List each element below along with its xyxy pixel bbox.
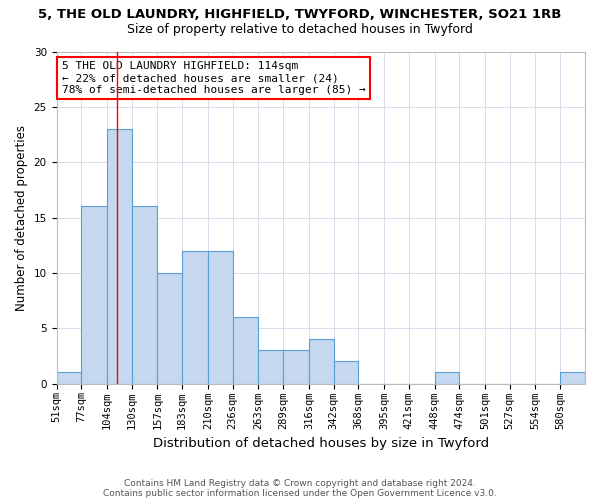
Text: 5 THE OLD LAUNDRY HIGHFIELD: 114sqm
← 22% of detached houses are smaller (24)
78: 5 THE OLD LAUNDRY HIGHFIELD: 114sqm ← 22… [62,62,365,94]
Bar [132,206,157,384]
Bar [283,350,309,384]
Bar [233,317,259,384]
Bar [334,362,358,384]
Bar [157,273,182,384]
Bar [434,372,460,384]
Bar [208,250,233,384]
Text: Contains public sector information licensed under the Open Government Licence v3: Contains public sector information licen… [103,488,497,498]
Text: 5, THE OLD LAUNDRY, HIGHFIELD, TWYFORD, WINCHESTER, SO21 1RB: 5, THE OLD LAUNDRY, HIGHFIELD, TWYFORD, … [38,8,562,20]
Bar [182,250,208,384]
Y-axis label: Number of detached properties: Number of detached properties [15,124,28,310]
Text: Contains HM Land Registry data © Crown copyright and database right 2024.: Contains HM Land Registry data © Crown c… [124,478,476,488]
Bar [309,340,334,384]
Text: Size of property relative to detached houses in Twyford: Size of property relative to detached ho… [127,22,473,36]
Bar [81,206,107,384]
Bar [107,129,132,384]
Bar [56,372,81,384]
X-axis label: Distribution of detached houses by size in Twyford: Distribution of detached houses by size … [153,437,489,450]
Bar [560,372,585,384]
Bar [259,350,283,384]
